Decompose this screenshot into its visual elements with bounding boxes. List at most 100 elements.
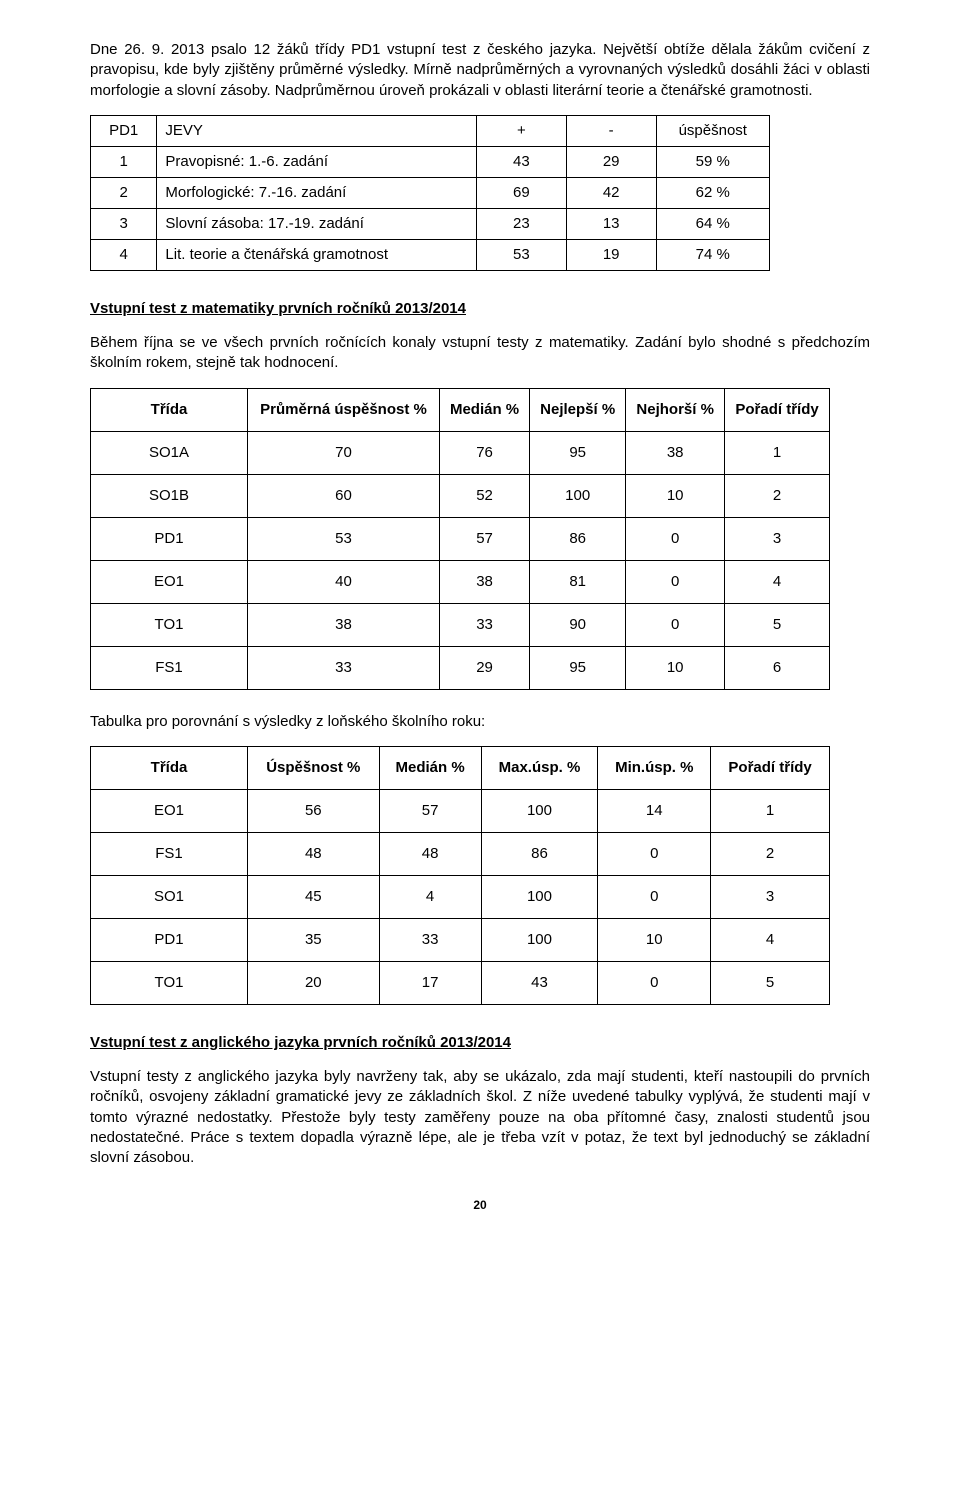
cell: 0 [598,875,711,918]
table-row: PD13533100104 [91,918,830,961]
table-row: SO1A707695381 [91,431,830,474]
cell: Slovní zásoba: 17.-19. zadání [157,208,477,239]
header-label: JEVY [157,115,477,146]
table-header-row: Třída Průměrná úspěšnost % Medián % Nejl… [91,388,830,431]
cell: 57 [440,517,530,560]
cell: 70 [248,431,440,474]
cell: EO1 [91,789,248,832]
cell: 43 [476,146,566,177]
cell: 2 [91,177,157,208]
cell: 100 [481,789,598,832]
cell: 3 [711,875,830,918]
table-row: 2 Morfologické: 7.-16. zadání 69 42 62 % [91,177,770,208]
cell: 38 [440,560,530,603]
cell: 2 [711,832,830,875]
cell: 3 [725,517,830,560]
header-median: Medián % [440,388,530,431]
header-minus: - [566,115,656,146]
cell: 64 % [656,208,769,239]
cell: 5 [711,961,830,1004]
english-section-text: Vstupní testy z anglického jazyka byly n… [90,1067,870,1168]
english-section-title: Vstupní test z anglického jazyka prvních… [90,1033,870,1053]
cell: 17 [379,961,481,1004]
cell: 0 [598,961,711,1004]
table-row: 1 Pravopisné: 1.-6. zadání 43 29 59 % [91,146,770,177]
cell: 56 [248,789,380,832]
cell: 0 [626,560,725,603]
cell: 2 [725,474,830,517]
header-class: Třída [91,746,248,789]
cell: 95 [530,431,626,474]
math-results-table: Třída Průměrná úspěšnost % Medián % Nejl… [90,388,830,690]
page-number: 20 [90,1198,870,1212]
cell: 52 [440,474,530,517]
header-worst: Nejhorší % [626,388,725,431]
cell: Morfologické: 7.-16. zadání [157,177,477,208]
comparison-intro: Tabulka pro porovnání s výsledky z loňsk… [90,712,870,732]
header-rank: Pořadí třídy [711,746,830,789]
cell: 100 [530,474,626,517]
cell: 4 [91,239,157,270]
cell: 29 [440,646,530,689]
cell: 10 [598,918,711,961]
cell: 42 [566,177,656,208]
cell: 81 [530,560,626,603]
table-row: EO15657100141 [91,789,830,832]
cell: 57 [379,789,481,832]
cell: 90 [530,603,626,646]
header-plus: + [476,115,566,146]
cell: 6 [725,646,830,689]
document-page: Dne 26. 9. 2013 psalo 12 žáků třídy PD1 … [0,0,960,1242]
cell: FS1 [91,832,248,875]
header-best: Nejlepší % [530,388,626,431]
cell: 4 [379,875,481,918]
header-avg: Průměrná úspěšnost % [248,388,440,431]
cell: TO1 [91,603,248,646]
header-pct: úspěšnost [656,115,769,146]
cell: 69 [476,177,566,208]
cell: 38 [248,603,440,646]
cell: 10 [626,474,725,517]
cell: 100 [481,875,598,918]
cell: 33 [440,603,530,646]
cell: PD1 [91,918,248,961]
cell: 38 [626,431,725,474]
cell: 95 [530,646,626,689]
comparison-table: Třída Úspěšnost % Medián % Max.úsp. % Mi… [90,746,830,1005]
table-row: TO138339005 [91,603,830,646]
cell: 76 [440,431,530,474]
cell: 74 % [656,239,769,270]
table-row: PD153578603 [91,517,830,560]
cell: FS1 [91,646,248,689]
table-row: EO140388104 [91,560,830,603]
cell: 5 [725,603,830,646]
cell: 3 [91,208,157,239]
cell: TO1 [91,961,248,1004]
cell: 33 [248,646,440,689]
jevy-table: PD1 JEVY + - úspěšnost 1 Pravopisné: 1.-… [90,115,770,271]
cell: 0 [626,603,725,646]
cell: 48 [379,832,481,875]
table-row: FS1332995106 [91,646,830,689]
cell: 0 [626,517,725,560]
header-max: Max.úsp. % [481,746,598,789]
cell: SO1A [91,431,248,474]
cell: 48 [248,832,380,875]
table-row: SO1B6052100102 [91,474,830,517]
math-section-title: Vstupní test z matematiky prvních ročník… [90,299,870,319]
cell: EO1 [91,560,248,603]
table-header-row: PD1 JEVY + - úspěšnost [91,115,770,146]
table-row: SO145410003 [91,875,830,918]
table-header-row: Třída Úspěšnost % Medián % Max.úsp. % Mi… [91,746,830,789]
cell: PD1 [91,517,248,560]
header-min: Min.úsp. % [598,746,711,789]
cell: 53 [476,239,566,270]
cell: 33 [379,918,481,961]
cell: 20 [248,961,380,1004]
cell: 14 [598,789,711,832]
cell: 29 [566,146,656,177]
cell: Pravopisné: 1.-6. zadání [157,146,477,177]
cell: 100 [481,918,598,961]
intro-paragraph: Dne 26. 9. 2013 psalo 12 žáků třídy PD1 … [90,40,870,101]
cell: 13 [566,208,656,239]
